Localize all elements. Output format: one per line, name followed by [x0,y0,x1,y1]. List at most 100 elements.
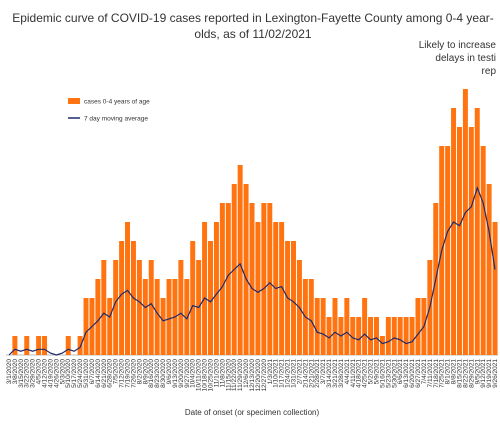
x-tick-label: 10/4/2020 [190,359,197,388]
x-tick-label: 7/5/2020 [113,359,120,385]
bar [373,317,379,355]
x-tick-label: 1/10/2021 [273,359,280,388]
bar [267,203,273,355]
bar [326,317,332,355]
bar [332,298,338,355]
x-tick-label: 2/21/2021 [308,359,315,388]
x-tick-label: 11/22/2020 [231,359,238,391]
x-tick-label: 10/18/2020 [202,359,209,392]
x-tick-label: 8/8/2021 [451,359,458,385]
x-tick-label: 12/13/2020 [249,359,256,392]
x-tick-label: 12/20/2020 [255,359,262,392]
chart-title: Epidemic curve of COVID-19 cases reporte… [12,11,494,25]
x-tick-label: 3/15/2020 [18,359,25,388]
x-tick-label: 4/19/2020 [47,359,54,388]
x-tick-label: 5/30/2021 [391,359,398,388]
x-tick-label: 6/28/2020 [107,359,114,388]
bar [178,260,184,355]
x-tick-label: 7/11/2021 [427,359,434,388]
bar [456,127,462,355]
bar [148,260,154,355]
x-tick-label: 9/19/2021 [486,359,493,388]
x-tick-label: 4/18/2021 [356,359,363,388]
bar [368,317,374,355]
x-tick-label: 5/10/2020 [65,359,72,388]
x-tick-label: 2/28/2021 [314,359,321,388]
bar [320,298,326,355]
bar [65,336,71,355]
x-tick-label: 7/18/2021 [433,359,440,388]
x-tick-label: 12/6/2020 [243,359,250,388]
bar [249,203,255,355]
x-tick-label: 4/26/2020 [53,359,60,388]
bar [208,241,213,355]
legend-swatch [68,98,80,104]
bar [291,241,296,355]
x-tick-label: 5/9/2021 [373,359,380,385]
x-tick-label: 2/7/2021 [296,359,303,385]
moving-average-line [8,185,496,356]
x-tick-label: 3/8/2020 [12,359,19,385]
bar [486,184,492,355]
legend-label: cases 0-4 years of age [84,99,150,106]
x-tick-label: 6/6/2021 [397,359,404,385]
x-tick-label: 8/30/2020 [160,359,167,388]
bar [243,184,249,355]
x-tick-label: 9/20/2020 [178,359,185,388]
bar [42,336,48,355]
x-tick-label: 9/26/2021 [492,359,499,388]
bar [403,317,409,355]
x-tick-label: 3/22/2020 [24,359,31,388]
bar [125,222,131,355]
bar [190,241,196,355]
bar [350,317,356,355]
x-tick-label: 8/23/2020 [154,359,161,388]
bar [166,279,172,355]
x-tick-label: 6/7/2020 [89,359,96,385]
bar [184,279,190,355]
bar [142,279,148,355]
bar [219,203,225,355]
x-tick-label: 11/15/2020 [225,359,232,391]
bar [314,298,320,355]
annotation: Likely to increase [419,40,497,51]
bar [492,222,498,355]
x-tick-label: 9/27/2020 [184,359,191,388]
legend-label: 7 day moving average [84,116,148,123]
bar [356,317,362,355]
x-tick-label: 7/4/2021 [421,359,428,385]
x-tick-label: 9/12/2021 [480,359,487,388]
x-tick-label: 4/25/2021 [362,359,369,388]
x-tick-label: 8/29/2021 [468,359,475,388]
x-tick-label: 3/21/2021 [332,359,339,388]
x-tick-label: 1/17/2021 [279,359,286,388]
x-tick-label: 6/20/2021 [409,359,416,388]
bar [202,222,208,355]
x-tick-label: 8/16/2020 [148,359,155,388]
bar [279,222,285,355]
x-tick-label: 9/5/2021 [474,359,481,385]
x-tick-label: 9/6/2020 [166,359,173,385]
x-tick-label: 6/27/2021 [415,359,422,388]
x-tick-label: 1/3/2021 [267,359,274,385]
bar [237,165,243,355]
bar [451,108,457,355]
x-tick-label: 4/5/2020 [36,359,43,385]
bar [107,298,113,355]
x-tick-label: 2/14/2021 [302,359,309,388]
bar [462,89,468,355]
bar [95,279,101,355]
bar [119,241,125,355]
bar [391,317,397,355]
x-tick-label: 11/8/2020 [219,359,226,388]
x-tick-label: 7/12/2020 [119,359,126,388]
x-tick-label: 1/31/2021 [290,359,297,388]
x-tick-label: 7/25/2021 [439,359,446,388]
x-tick-label: 8/2/2020 [136,359,143,385]
x-tick-label: 9/13/2020 [172,359,179,388]
x-tick-label: 8/1/2021 [445,359,452,385]
x-tick-label: 1/24/2021 [285,359,292,388]
x-tick-label: 4/4/2021 [344,359,351,385]
annotation: delays in testi [435,53,496,64]
